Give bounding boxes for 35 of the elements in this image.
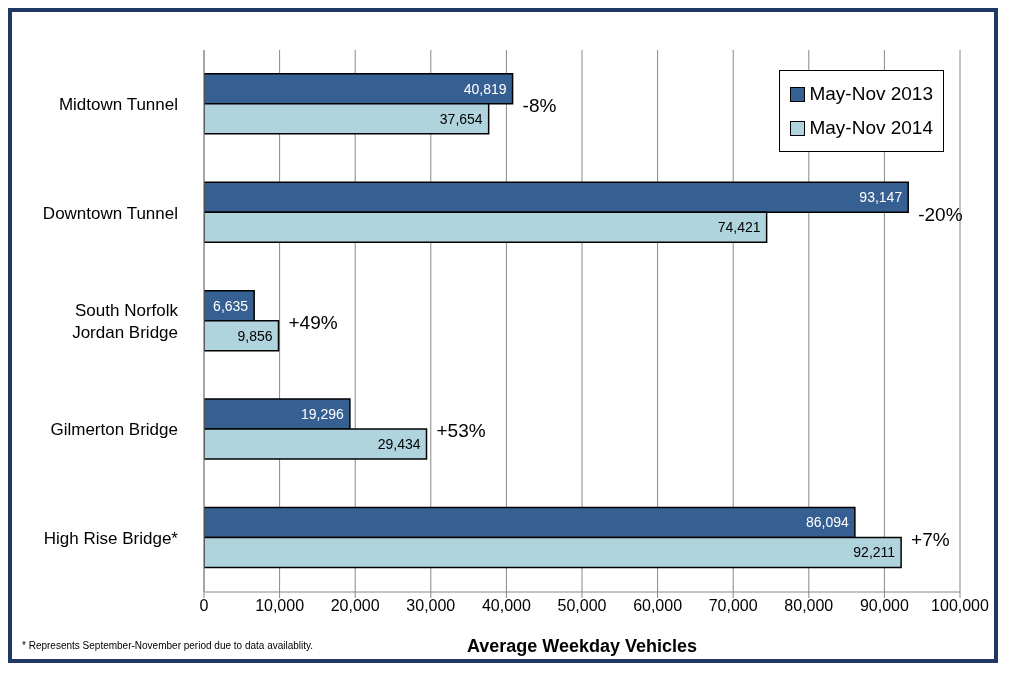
data-label: 6,635 [213,297,249,314]
x-tick-label: 90,000 [859,597,909,615]
x-tick-label: 20,000 [330,597,380,615]
annotation: +7% [911,528,950,550]
x-tick-label: 100,000 [931,597,990,615]
x-tick-label: 70,000 [708,597,758,615]
annotation: -20% [918,203,963,225]
annotation: -8% [522,95,557,117]
x-tick-label: 80,000 [784,597,834,615]
data-label: 74,421 [717,219,761,236]
y-tick-label: Downtown Tunnel [42,203,178,223]
x-tick-label: 10,000 [255,597,305,615]
legend-label: May-Nov 2013 [809,82,933,106]
x-tick-label: 60,000 [633,597,683,615]
data-label: 86,094 [806,514,850,531]
x-tick-label: 40,000 [481,597,531,615]
x-axis-title: Average Weekday Vehicles [466,636,698,656]
data-label: 93,147 [859,189,903,206]
data-label: 92,211 [853,544,896,561]
data-label: 40,819 [463,80,507,97]
data-label: 19,296 [301,406,345,423]
x-tick-label: 30,000 [406,597,456,615]
text: * Represents September-November period due to data availablity. [22,640,314,651]
annotation: +53% [436,420,486,442]
y-tick-label: Gilmerton Bridge [50,420,178,440]
y-tick-label: Midtown Tunnel [58,95,178,115]
x-tick-label: 0 [199,597,209,615]
data-label: 9,856 [237,327,273,344]
data-label: 29,434 [377,436,421,453]
annotation: +49% [288,312,338,333]
x-tick-label: 50,000 [557,597,607,615]
data-label: 37,654 [439,110,483,127]
y-tick-label: High Rise Bridge* [43,528,179,548]
y-tick-label: South Norfolk Jordan Bridge [72,301,179,342]
legend-label: May-Nov 2014 [809,116,933,140]
